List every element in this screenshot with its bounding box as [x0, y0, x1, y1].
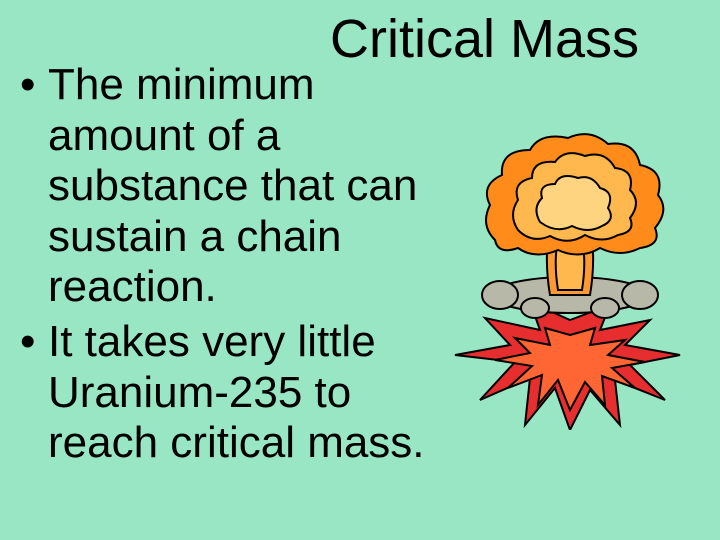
- bullet-text: The minimum amount of a substance that c…: [48, 60, 440, 313]
- explosion-icon: [440, 130, 700, 430]
- bullet-item: • The minimum amount of a substance that…: [20, 60, 440, 313]
- mushroom-cloud-illustration: [440, 130, 700, 430]
- bullet-dot: •: [20, 60, 48, 313]
- bullet-list: • The minimum amount of a substance that…: [20, 60, 440, 473]
- bullet-text: It takes very little Uranium-235 to reac…: [48, 317, 440, 469]
- bullet-dot: •: [20, 317, 48, 469]
- bullet-item: • It takes very little Uranium-235 to re…: [20, 317, 440, 469]
